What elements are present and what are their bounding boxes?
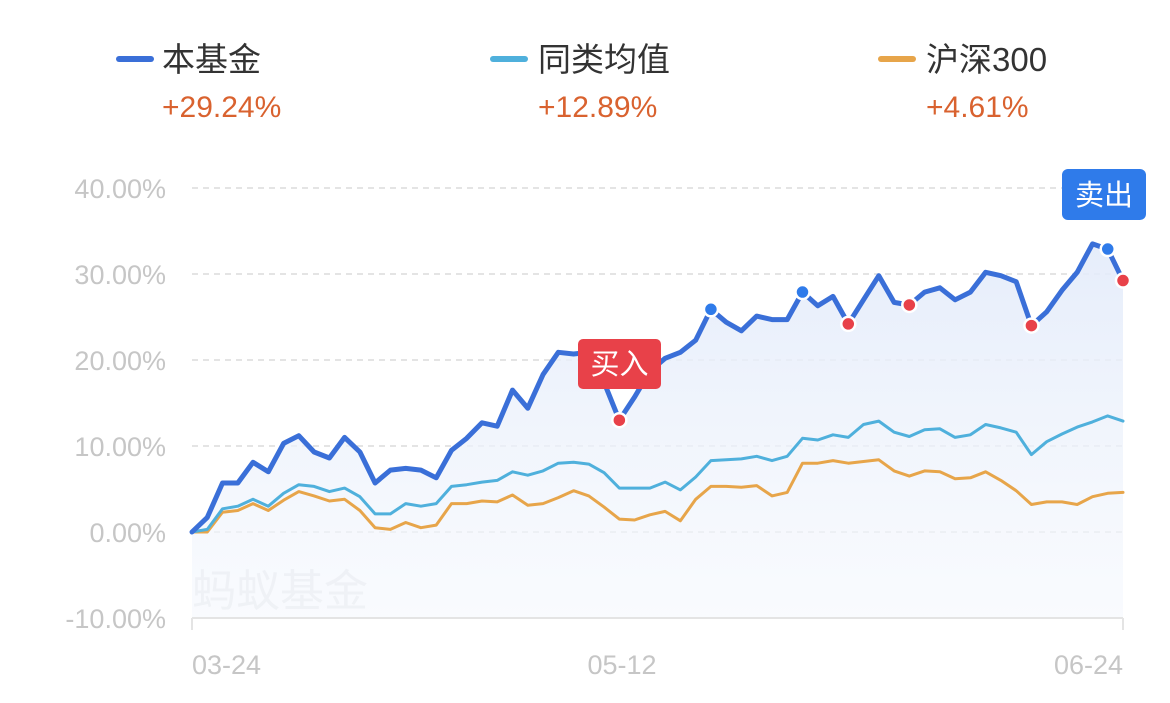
sell-badge-bg <box>1062 169 1146 220</box>
buy-point-marker[interactable] <box>1023 317 1040 334</box>
category-avg-line <box>190 414 1125 534</box>
legend-label: 沪深300 <box>926 41 1048 78</box>
legend-value: +29.24% <box>162 91 282 124</box>
csi300-line-swatch-icon <box>878 56 916 62</box>
x-axis-ticks: 03-24 05-12 06-24 <box>192 650 1123 680</box>
x-tick-label: 06-24 <box>1054 650 1123 680</box>
y-tick-label: -10.00% <box>65 604 166 634</box>
buy-point-marker[interactable] <box>901 296 918 314</box>
fund-line-swatch-icon <box>116 56 154 62</box>
legend-value: +12.89% <box>538 91 658 124</box>
buy-point-marker[interactable] <box>840 315 857 333</box>
buy-badge-bg <box>578 339 661 389</box>
y-tick-label: 20.00% <box>74 346 166 376</box>
x-tick-label: 03-24 <box>192 650 261 680</box>
y-tick-label: 30.00% <box>74 260 166 290</box>
legend-label: 同类均值 <box>538 41 670 78</box>
legend: 本基金 +29.24% 同类均值 +12.89% 沪深300 +4.61% <box>0 38 1170 138</box>
y-tick-label: 10.00% <box>74 432 166 462</box>
x-tick-label: 05-12 <box>587 650 656 680</box>
y-tick-label: 0.00% <box>89 518 166 548</box>
buy-badge-label: 买入 <box>590 347 648 381</box>
sell-badge[interactable]: 卖出 <box>1062 169 1146 220</box>
legend-label: 本基金 <box>162 41 261 78</box>
csi300-line <box>190 458 1125 534</box>
buy-point-marker[interactable] <box>611 411 628 429</box>
buy-point-marker[interactable] <box>1114 272 1132 289</box>
sell-badge-label: 卖出 <box>1075 178 1133 212</box>
legend-value: +4.61% <box>926 91 1029 124</box>
sell-point-marker[interactable] <box>1099 240 1116 258</box>
category-avg-line-swatch-icon <box>490 56 528 62</box>
buy-badge[interactable]: 买入 <box>578 339 661 389</box>
fund-area-fill <box>192 243 1123 618</box>
trade-markers <box>611 240 1132 429</box>
sell-point-marker[interactable] <box>702 301 720 318</box>
sell-point-marker[interactable] <box>794 283 811 301</box>
y-axis-ticks: 40.00% 30.00% 20.00% 10.00% 0.00% -10.00% <box>65 174 166 634</box>
y-tick-label: 40.00% <box>74 174 166 204</box>
